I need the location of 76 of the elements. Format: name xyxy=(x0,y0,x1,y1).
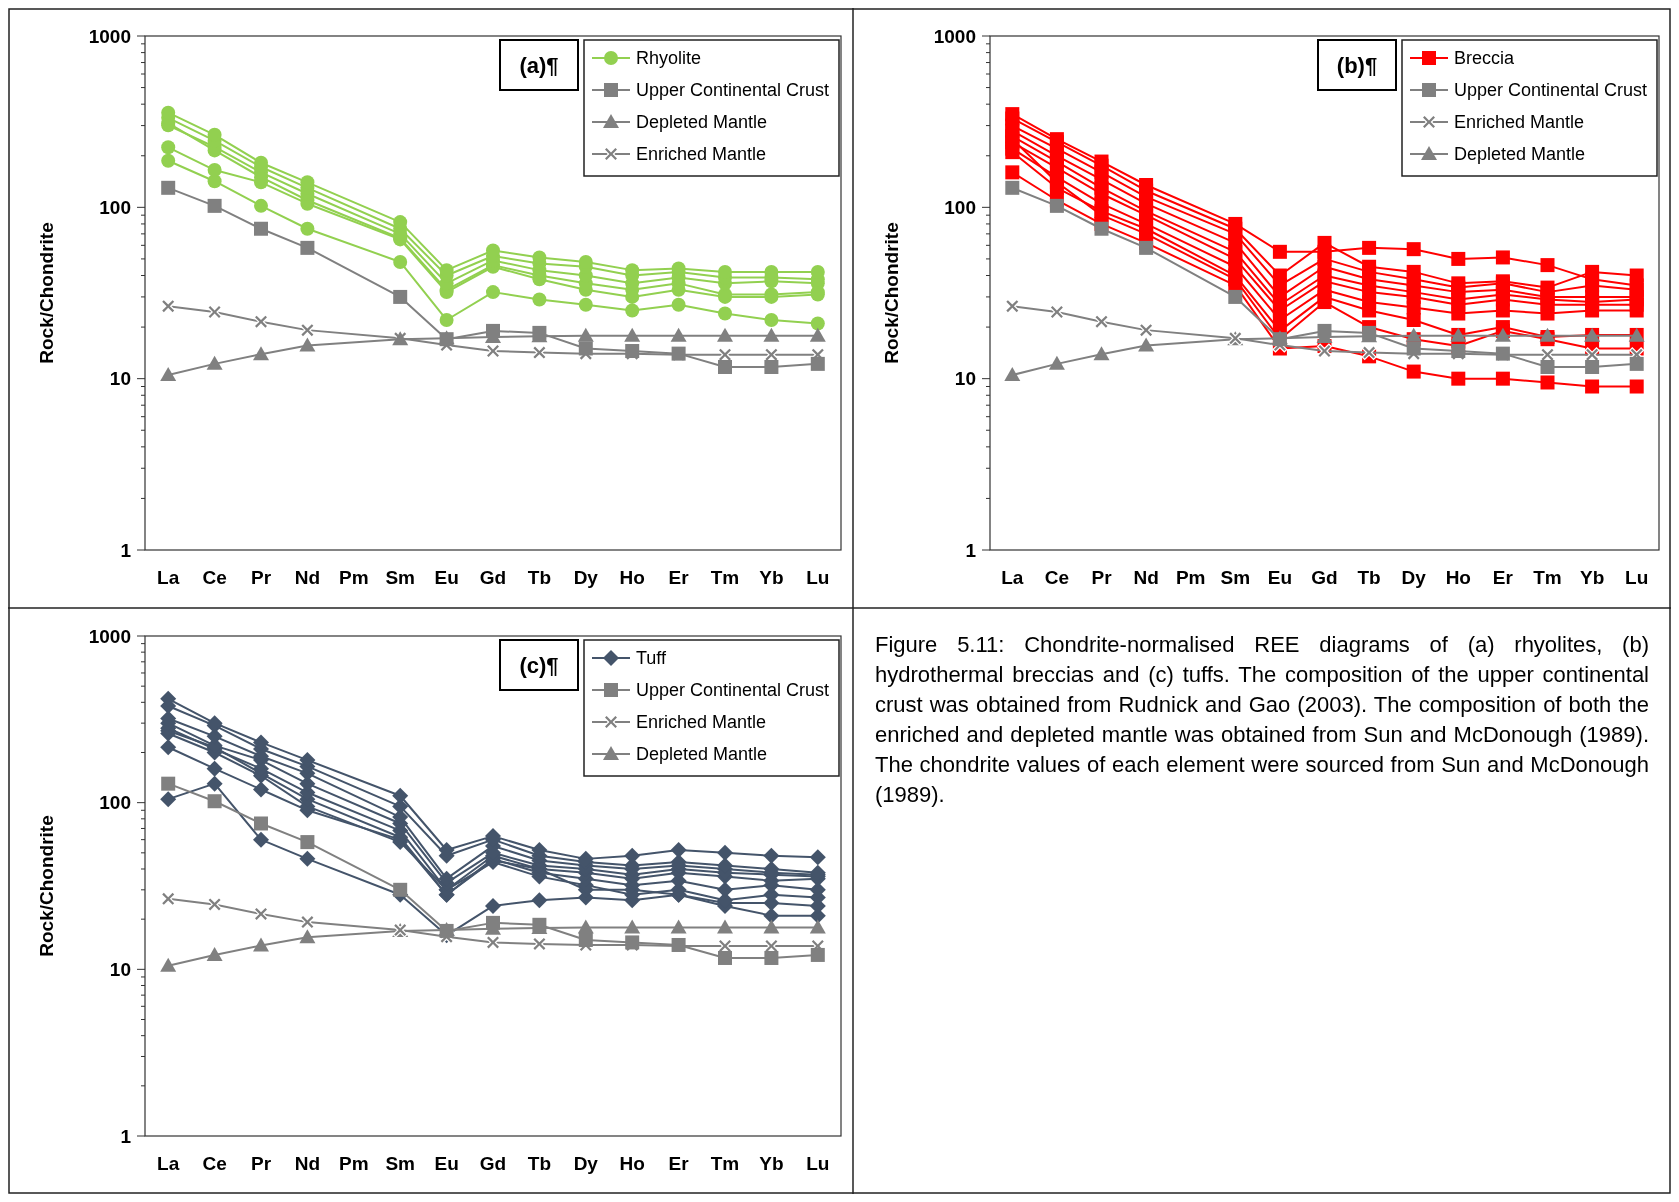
legend-label: Rhyolite xyxy=(636,48,702,69)
y-tick-label: 1000 xyxy=(933,25,976,47)
x-tick-label: La xyxy=(1001,567,1024,588)
legend-label: Depleted Mantle xyxy=(1454,144,1586,165)
legend-label: Enriched Mantle xyxy=(1454,112,1585,133)
y-tick-label: 1 xyxy=(120,539,132,561)
x-tick-label: Pr xyxy=(250,1153,272,1174)
x-tick-label: Eu xyxy=(434,1153,459,1174)
y-tick-label: 1 xyxy=(120,1125,132,1147)
x-tick-label: Gd xyxy=(479,1153,507,1174)
x-tick-label: Sm xyxy=(1220,567,1251,588)
x-tick-label: Er xyxy=(1492,567,1514,588)
x-tick-label: Eu xyxy=(1267,567,1293,588)
legend-label: Enriched Mantle xyxy=(636,144,767,165)
x-tick-label: Er xyxy=(668,567,690,588)
y-axis-title: Rock/Chondrite xyxy=(881,222,902,364)
x-tick-label: Pr xyxy=(250,567,272,588)
x-tick-label: Tm xyxy=(1533,567,1562,588)
x-tick-label: La xyxy=(157,1153,180,1174)
x-tick-label: Tm xyxy=(710,1153,740,1174)
x-tick-label: Eu xyxy=(434,567,459,588)
x-tick-label: Ce xyxy=(1044,567,1070,588)
y-tick-label: 10 xyxy=(109,368,131,390)
x-tick-label: Yb xyxy=(1579,567,1605,588)
x-tick-label: Pm xyxy=(339,567,369,588)
x-tick-label: Ce xyxy=(202,1153,227,1174)
legend-label: Upper Continental Crust xyxy=(1454,80,1648,101)
x-tick-label: Dy xyxy=(573,567,599,588)
legend-label: Upper Continental Crust xyxy=(636,80,830,101)
x-tick-label: Tb xyxy=(1357,567,1381,588)
y-tick-label: 100 xyxy=(99,196,131,218)
x-tick-label: Lu xyxy=(806,1153,830,1174)
x-tick-label: Gd xyxy=(1311,567,1338,588)
x-tick-label: Ho xyxy=(619,567,645,588)
legend-label: Upper Continental Crust xyxy=(636,680,830,701)
y-tick-label: 1000 xyxy=(88,25,131,47)
x-tick-label: Pm xyxy=(339,1153,369,1174)
x-tick-label: Sm xyxy=(385,1153,415,1174)
y-tick-label: 1000 xyxy=(88,625,131,647)
y-tick-label: 100 xyxy=(944,196,976,218)
x-tick-label: Dy xyxy=(1401,567,1427,588)
y-axis-title: Rock/Chondrite xyxy=(36,222,57,364)
legend-label: Depleted Mantle xyxy=(636,744,768,765)
x-tick-label: Lu xyxy=(1625,567,1649,588)
x-tick-label: Tb xyxy=(527,1153,552,1174)
x-tick-label: Er xyxy=(668,1153,690,1174)
text: (b)¶ xyxy=(1336,53,1378,78)
legend-label: Breccia xyxy=(1454,48,1516,69)
x-tick-label: Nd xyxy=(1133,567,1159,588)
y-tick-label: 100 xyxy=(99,792,131,814)
x-tick-label: Ce xyxy=(202,567,227,588)
x-tick-label: Nd xyxy=(294,567,321,588)
x-tick-label: Pr xyxy=(1091,567,1113,588)
x-tick-label: Dy xyxy=(573,1153,599,1174)
x-tick-label: Ho xyxy=(619,1153,645,1174)
legend-label: Tuff xyxy=(636,648,668,669)
y-tick-label: 1 xyxy=(965,539,977,561)
x-tick-label: Lu xyxy=(806,567,830,588)
x-tick-label: Yb xyxy=(759,567,784,588)
x-tick-label: Sm xyxy=(385,567,415,588)
x-tick-label: Ho xyxy=(1445,567,1471,588)
legend-label: Enriched Mantle xyxy=(636,712,767,733)
x-tick-label: Yb xyxy=(759,1153,784,1174)
y-axis-title: Rock/Chondrite xyxy=(36,815,57,957)
x-tick-label: Tb xyxy=(527,567,552,588)
x-tick-label: Pm xyxy=(1175,567,1206,588)
x-tick-label: Nd xyxy=(294,1153,321,1174)
caption: Figure 5.11: Chondrite-normalised REE diagrams of (a) rhyolites, (b) hydrothermal breccias and (c) tuffs. The composition of the upper continental crust was obtained from Rudnick and Gao (2003). The composition of both the enriched and depleted mantle was obtained from Sun and McDonough (1989). The chondrite values of each element were sourced from Sun and McDonough (1989). xyxy=(875,631,1649,809)
x-tick-label: La xyxy=(157,567,180,588)
text: (a)¶ xyxy=(519,53,559,78)
y-tick-label: 10 xyxy=(954,368,976,390)
y-tick-label: 10 xyxy=(109,958,131,980)
x-tick-label: Gd xyxy=(479,567,507,588)
legend-label: Depleted Mantle xyxy=(636,112,768,133)
text: (c)¶ xyxy=(519,653,559,678)
x-tick-label: Tm xyxy=(710,567,740,588)
